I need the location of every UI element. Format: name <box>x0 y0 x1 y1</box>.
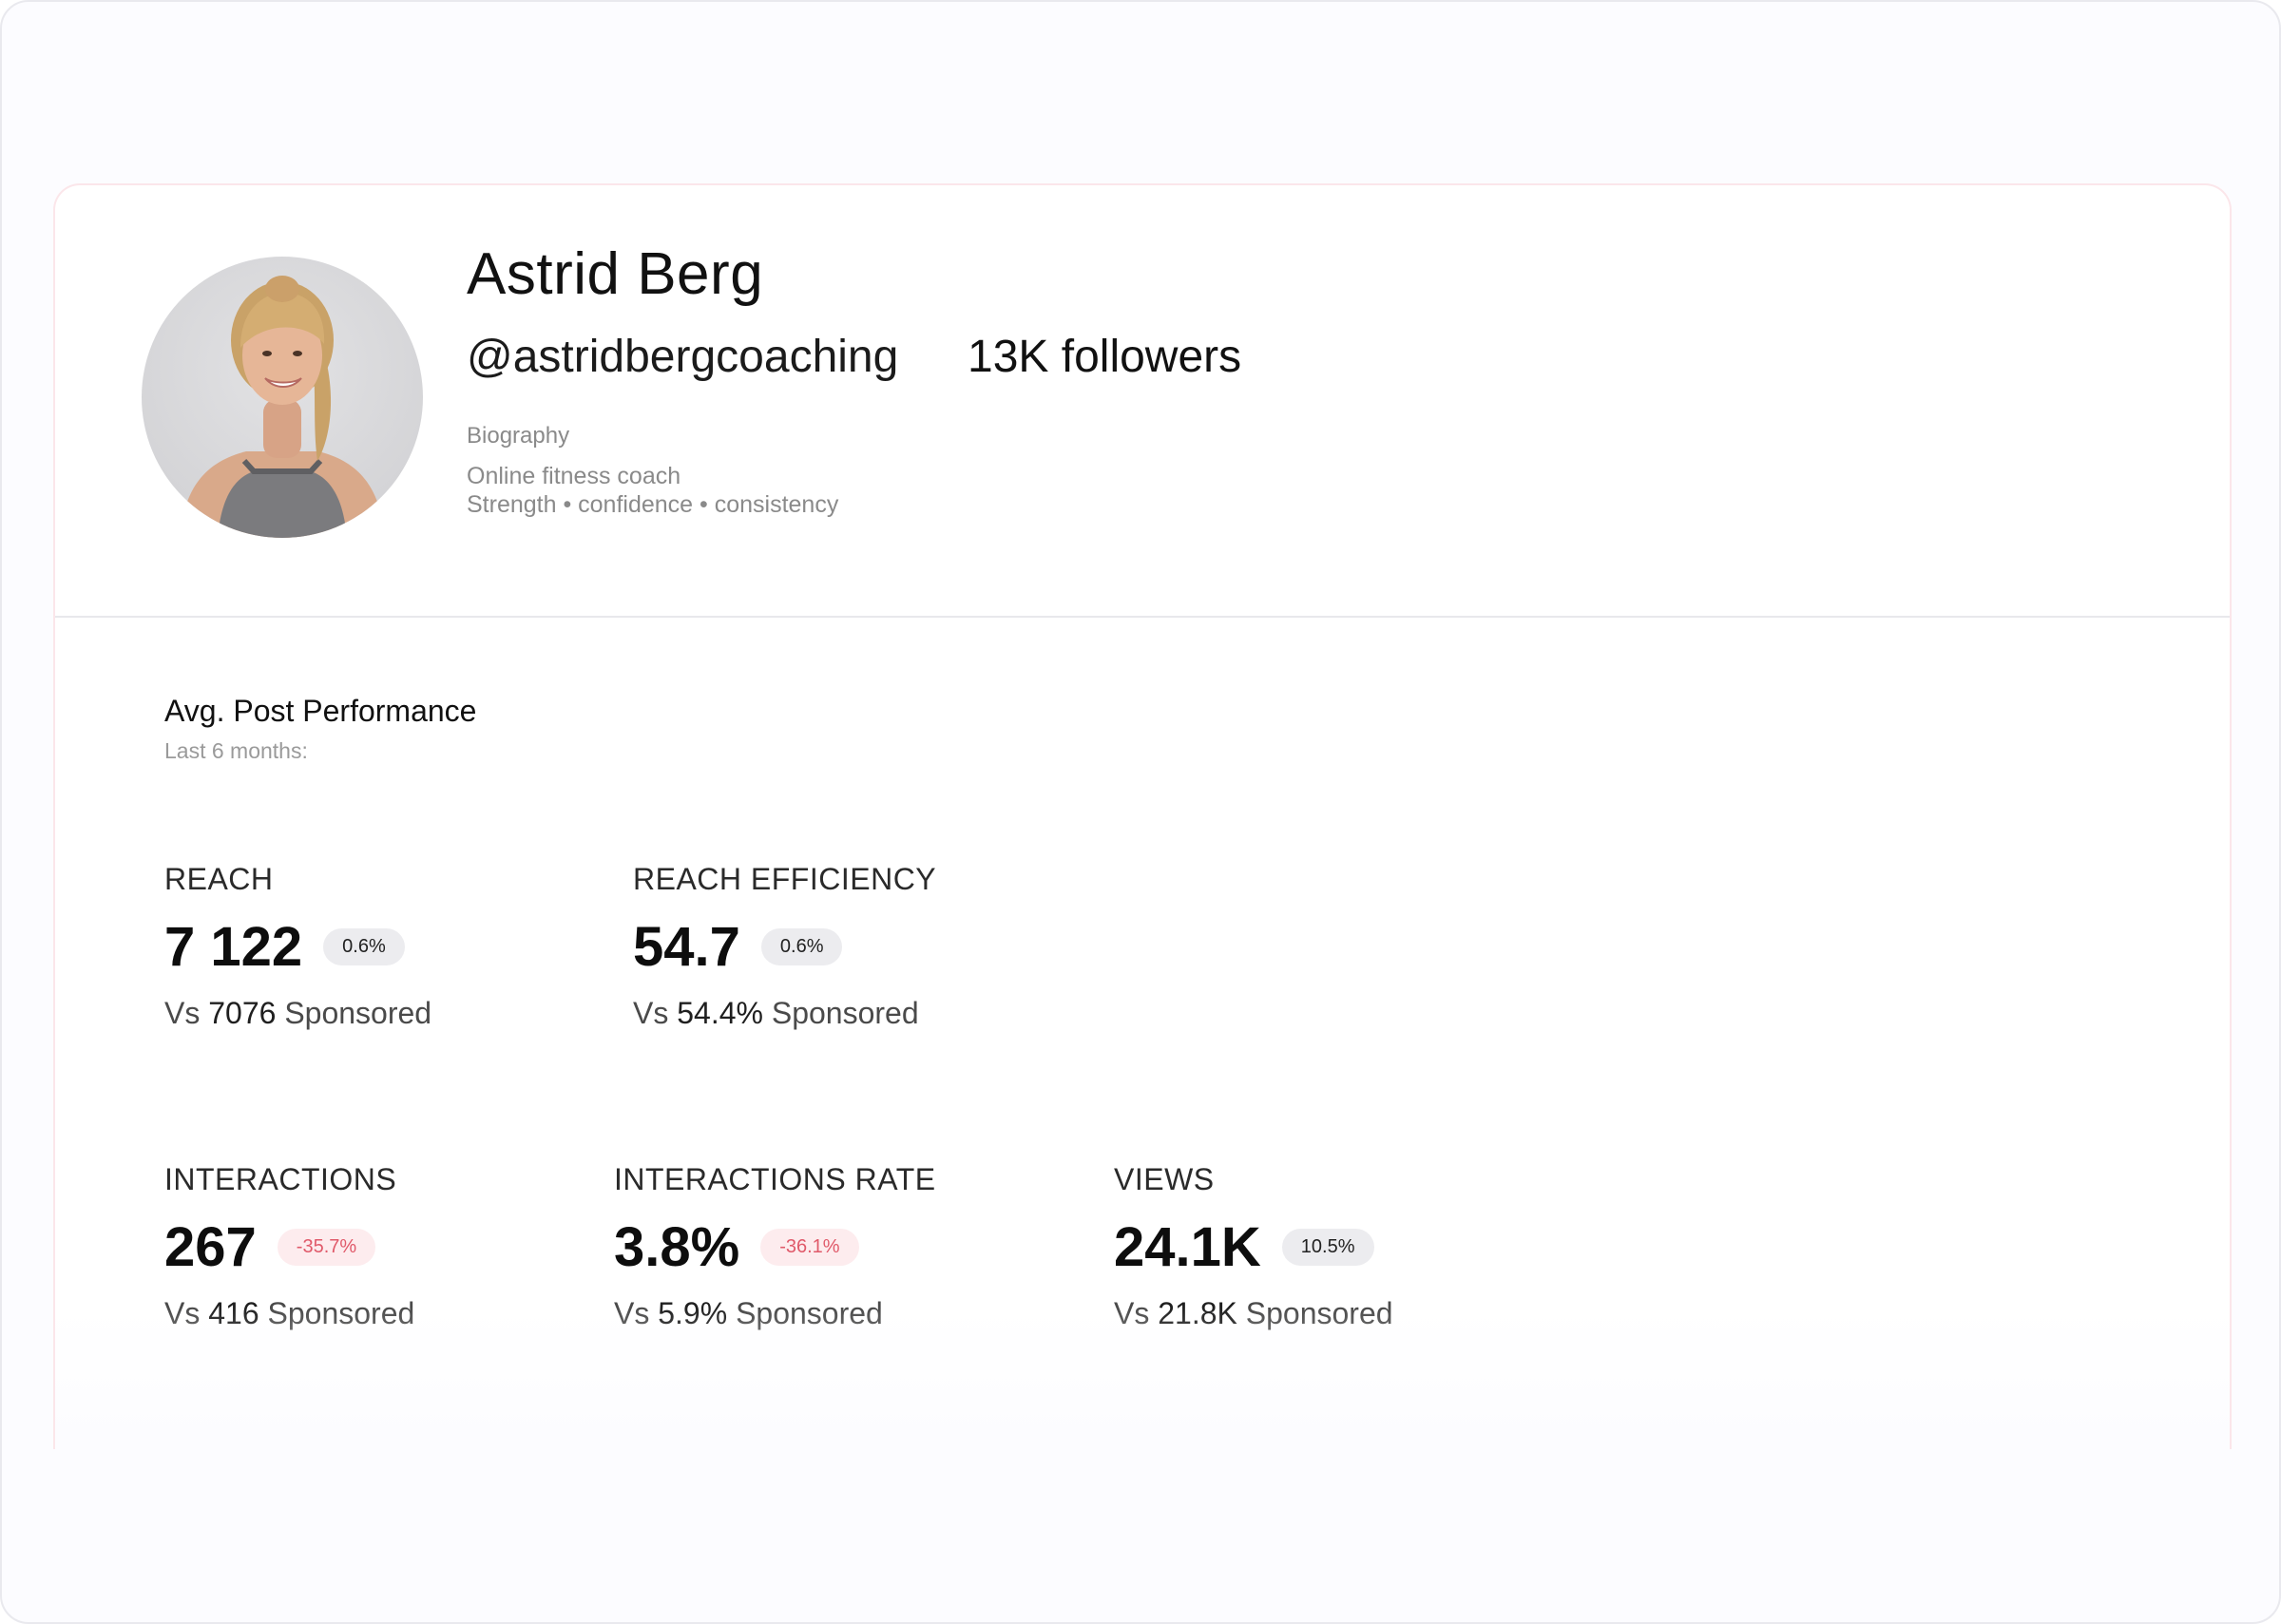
biography-line: Strength • confidence • consistency <box>467 491 839 518</box>
comparison-suffix: Sponsored <box>284 996 432 1030</box>
comparison-prefix: Vs <box>633 996 669 1030</box>
avatar <box>142 257 423 538</box>
metric-label: INTERACTIONS RATE <box>614 1162 936 1196</box>
comparison-suffix: Sponsored <box>771 996 919 1030</box>
metric-label: REACH EFFICIENCY <box>633 862 937 896</box>
metric-value: 267 <box>164 1215 257 1278</box>
biography-label: Biography <box>467 423 570 449</box>
card-fade-overlay <box>55 1307 2230 1449</box>
change-badge: 0.6% <box>323 927 405 965</box>
change-badge: -35.7% <box>277 1228 376 1266</box>
metric-comparison: Vs 54.4% Sponsored <box>633 996 936 1031</box>
metric-reach: REACH 7 122 0.6% Vs 7076 Sponsored <box>164 862 431 1031</box>
section-subtitle: Last 6 months: <box>164 738 308 763</box>
metric-label: REACH <box>164 862 274 896</box>
metric-value: 54.7 <box>633 915 740 978</box>
metric-label: VIEWS <box>1114 1162 1215 1196</box>
comparison-value: 54.4% <box>677 996 763 1030</box>
biography-line: Online fitness coach <box>467 463 681 489</box>
comparison-value: 7076 <box>208 996 277 1030</box>
profile-photo-icon <box>180 276 385 538</box>
metric-value: 3.8% <box>614 1215 740 1278</box>
change-badge: 0.6% <box>760 927 843 965</box>
followers-count: 13K followers <box>968 332 1242 382</box>
profile-handle[interactable]: @astridbergcoaching <box>467 332 899 382</box>
section-title: Avg. Post Performance <box>164 694 477 728</box>
profile-name: Astrid Berg <box>467 241 764 307</box>
change-badge: 10.5% <box>1281 1228 1374 1266</box>
comparison-prefix: Vs <box>164 996 201 1030</box>
profile-card: Astrid Berg @astridbergcoaching 13K foll… <box>53 183 2232 1449</box>
metric-value: 24.1K <box>1114 1215 1261 1278</box>
section-divider <box>55 616 2230 618</box>
metric-value: 7 122 <box>164 915 303 978</box>
metric-reach-efficiency: REACH EFFICIENCY 54.7 0.6% Vs 54.4% Spon… <box>633 862 936 1031</box>
metric-label: INTERACTIONS <box>164 1162 397 1196</box>
change-badge: -36.1% <box>760 1228 859 1266</box>
metric-comparison: Vs 7076 Sponsored <box>164 996 431 1031</box>
